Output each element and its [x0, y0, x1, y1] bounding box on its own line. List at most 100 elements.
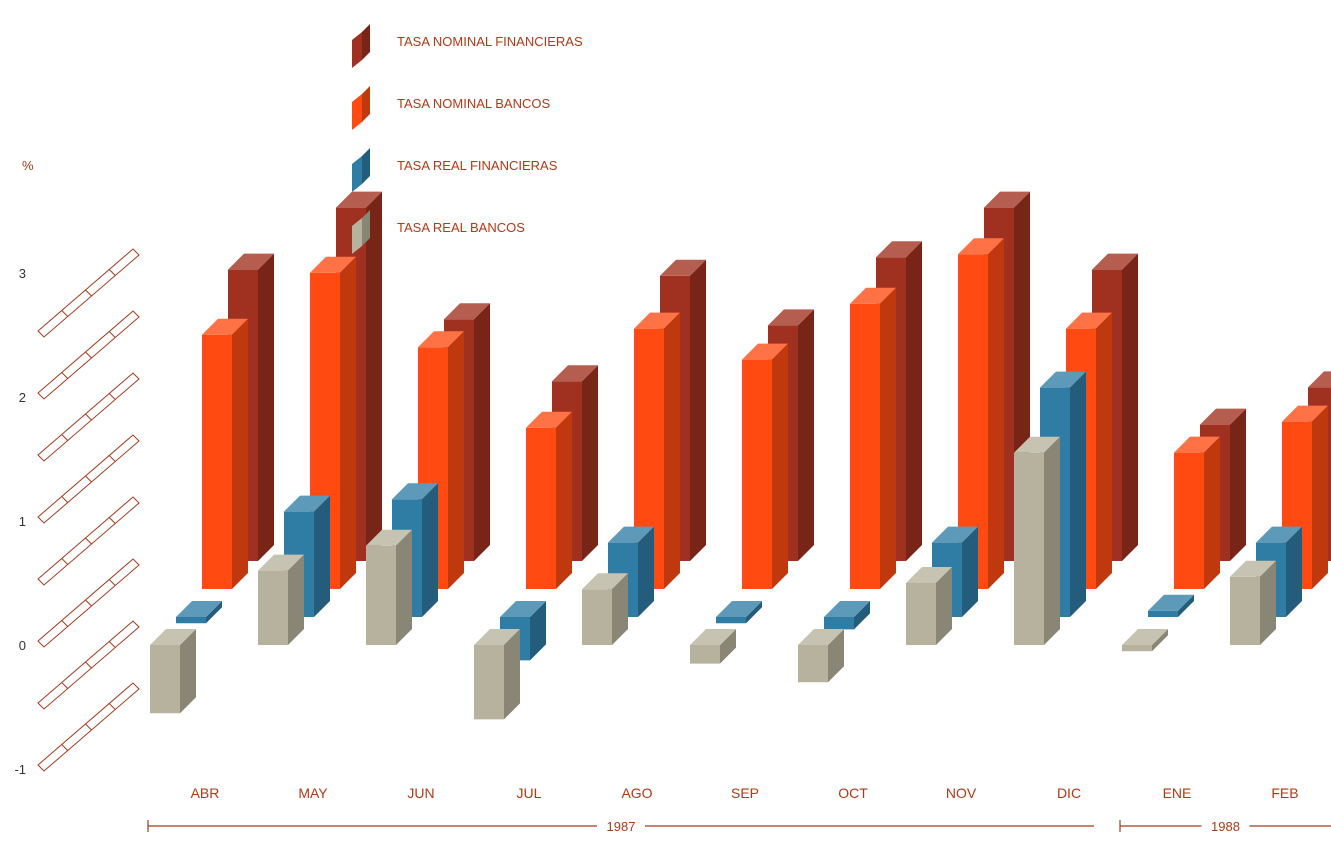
legend: TASA NOMINAL FINANCIERAS TASA NOMINAL BAN… [352, 24, 583, 254]
year-group-1988: 1988 [1119, 819, 1331, 834]
x-tick-label: SEP [731, 785, 759, 801]
y-tick-label: -1 [14, 762, 26, 777]
bar-top-face [418, 331, 464, 348]
y-axis-rail-tick [108, 455, 116, 462]
bar-front-face [526, 427, 556, 589]
y-tick-label: 3 [19, 266, 26, 281]
bar-side-face [612, 573, 628, 645]
bar-tasa-real-bancos-nov [906, 567, 952, 645]
bar-tasa-real-bancos-ago [582, 573, 628, 645]
bar-top-face [474, 629, 520, 645]
bar-side-face [232, 318, 248, 589]
bar-side-face [1096, 312, 1112, 589]
bar-front-face [1014, 452, 1044, 645]
bar-tasa-real-financieras-ene [1148, 594, 1194, 617]
bar-front-face [634, 328, 664, 589]
y-axis-rail-tick [61, 682, 69, 689]
y-axis-ruler-segment [37, 496, 140, 648]
bar-front-face [906, 583, 936, 645]
x-tick-label: ABR [191, 785, 220, 801]
bar-tasa-nominal-bancos-ene [1174, 436, 1220, 589]
bar-front-face [258, 570, 288, 645]
bar-front-face [798, 645, 828, 683]
year-groups: 1987 1988 [147, 819, 1331, 834]
y-axis-rail [37, 310, 140, 400]
bar-top-face [634, 312, 680, 329]
legend-swatch-side [362, 210, 370, 246]
y-axis-rail-tick [85, 723, 92, 731]
bar-side-face [664, 312, 680, 589]
y-axis-rail [37, 496, 140, 586]
bar-top-face [176, 601, 222, 617]
bar-tasa-real-bancos-abr [150, 629, 196, 714]
bar-tasa-real-bancos-ene [1122, 629, 1168, 652]
bar-tasa-real-financieras-oct [824, 601, 870, 630]
bar-side-face [746, 601, 762, 624]
y-axis-rail-tick [61, 434, 69, 441]
bar-top-face [798, 629, 844, 645]
bar-tasa-real-bancos-jun [366, 529, 412, 645]
bar-top-face [1174, 436, 1220, 453]
legend-swatch-front [352, 32, 362, 68]
bar-front-face [690, 645, 720, 664]
bar-tasa-real-bancos-may [258, 554, 304, 645]
bar-front-face [716, 617, 746, 624]
bar-side-face [474, 303, 490, 561]
bar-side-face [880, 287, 896, 589]
x-tick-label: JUL [517, 785, 542, 801]
y-axis-rail-tick [85, 661, 92, 669]
bar-top-face [1014, 436, 1060, 453]
bar-side-face [638, 526, 654, 617]
bar-tasa-real-bancos-sep [690, 629, 736, 664]
year-label: 1988 [1211, 819, 1240, 834]
bar-front-face [1174, 452, 1204, 589]
bar-tasa-nominal-bancos-abr [202, 318, 248, 589]
bar-front-face [474, 645, 504, 720]
bar-side-face [396, 529, 412, 645]
y-axis-rail [37, 682, 140, 772]
bar-side-face [1044, 436, 1060, 645]
bar-front-face [176, 617, 206, 624]
y-axis-rail [37, 248, 140, 338]
bar-side-face [1230, 408, 1246, 561]
y-axis-rail-tick [61, 310, 69, 317]
bar-side-face [422, 483, 438, 617]
bar-side-face [206, 601, 222, 624]
bar-tasa-nominal-bancos-sep [742, 343, 788, 589]
bar-top-face [228, 253, 274, 270]
bar-top-face [1092, 253, 1138, 270]
bar-top-face [742, 343, 788, 360]
bar-side-face [936, 567, 952, 645]
y-axis-rail-tick [61, 558, 69, 565]
y-axis-rail [37, 558, 140, 648]
x-tick-label: NOV [946, 785, 977, 801]
bars [150, 191, 1331, 720]
y-axis-rail-tick [85, 599, 92, 607]
y-axis-rail [37, 372, 140, 462]
bar-top-face [310, 256, 356, 273]
bar-side-face [448, 331, 464, 589]
bar-front-face [582, 589, 612, 645]
bar-side-face [504, 629, 520, 720]
bar-side-face [180, 629, 196, 714]
bar-tasa-real-financieras-abr [176, 601, 222, 624]
bar-front-face [824, 617, 854, 630]
bar-top-face [932, 526, 978, 543]
bar-side-face [1260, 560, 1276, 645]
bar-tasa-nominal-bancos-jul [526, 411, 572, 589]
x-tick-label: JUN [407, 785, 434, 801]
bar-tasa-nominal-bancos-oct [850, 287, 896, 589]
bar-side-face [988, 238, 1004, 589]
bar-side-face [1178, 594, 1194, 617]
legend-item-tasa-nominal-bancos: TASA NOMINAL BANCOS [352, 86, 550, 130]
y-axis-rail-tick [61, 744, 69, 751]
bar-tasa-real-bancos-feb [1230, 560, 1276, 645]
y-axis-unit-label: % [22, 158, 34, 173]
x-tick-label: OCT [838, 785, 868, 801]
bar-top-face [500, 601, 546, 617]
bar-side-face [1204, 436, 1220, 589]
bar-top-face [202, 318, 248, 335]
bar-tasa-nominal-bancos-ago [634, 312, 680, 589]
bar-top-face [1148, 594, 1194, 611]
